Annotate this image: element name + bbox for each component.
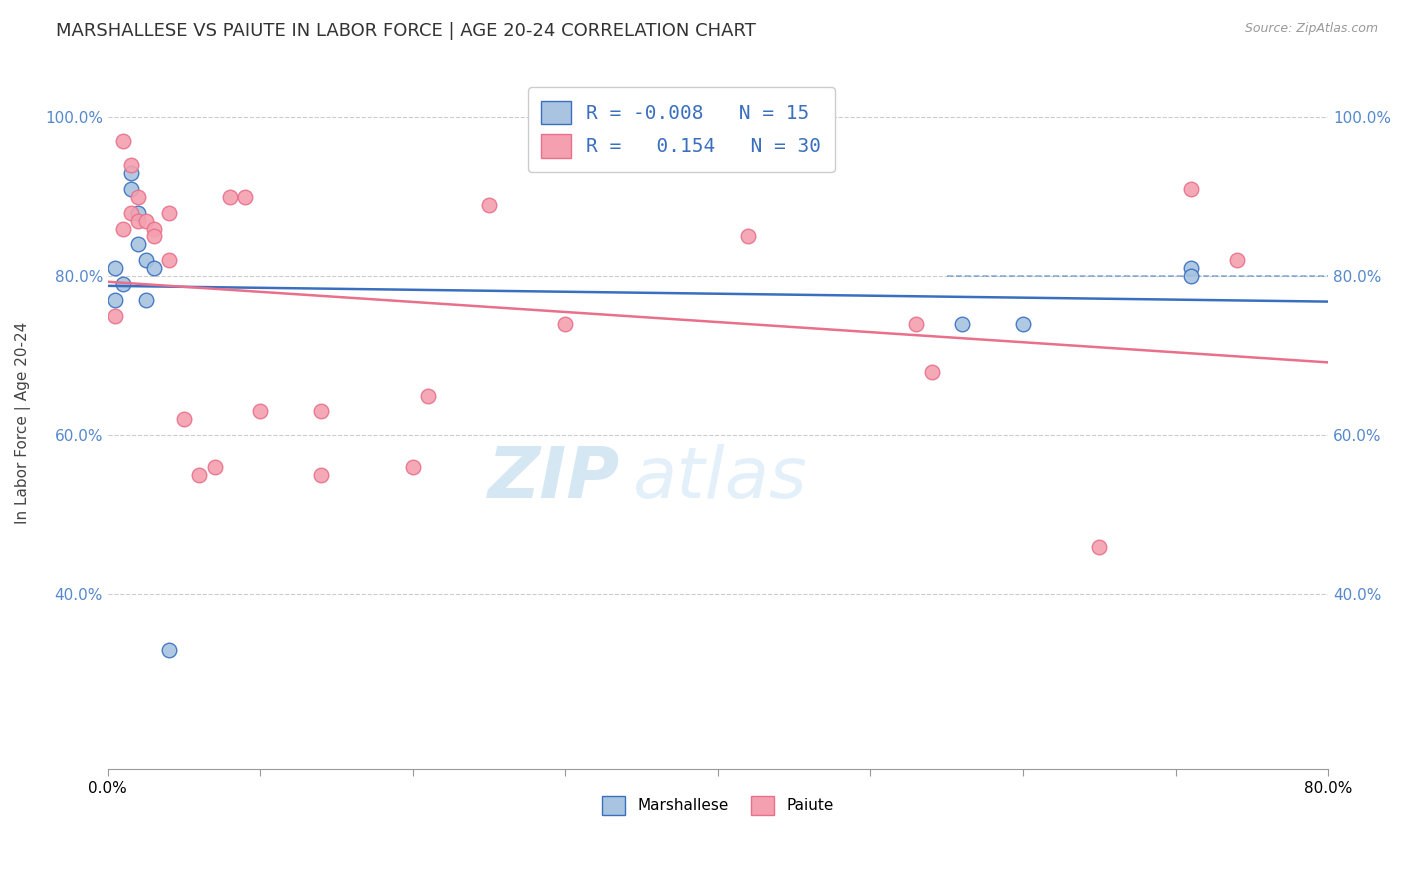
Point (218, 190, 240, 204)
Point (173, 412, 195, 426)
Point (204, 460, 226, 475)
Y-axis label: In Labor Force | Age 20-24: In Labor Force | Age 20-24 (15, 322, 31, 524)
Point (111, 221, 134, 235)
Point (311, 404, 333, 418)
Point (233, 190, 256, 204)
Point (142, 229, 165, 244)
Point (120, 205, 142, 219)
Point (1180, 182, 1202, 196)
Text: MARSHALLESE VS PAIUTE IN LABOR FORCE | AGE 20-24 CORRELATION CHART: MARSHALLESE VS PAIUTE IN LABOR FORCE | A… (56, 22, 756, 40)
Point (249, 404, 271, 418)
Point (402, 460, 425, 475)
Point (157, 205, 180, 219)
Point (737, 229, 759, 244)
Text: Source: ZipAtlas.com: Source: ZipAtlas.com (1244, 22, 1378, 36)
Point (127, 205, 149, 219)
Point (135, 253, 157, 268)
Point (1226, 253, 1249, 268)
Point (135, 213, 157, 227)
Point (921, 365, 943, 379)
Point (104, 309, 127, 323)
Point (416, 388, 439, 402)
Point (188, 468, 211, 483)
Point (104, 261, 127, 276)
Point (142, 221, 165, 235)
Legend: Marshallese, Paiute: Marshallese, Paiute (593, 787, 844, 824)
Point (478, 197, 501, 211)
Point (950, 317, 973, 331)
Point (111, 134, 134, 148)
Point (127, 190, 149, 204)
Point (1180, 261, 1202, 276)
Point (135, 293, 157, 307)
Point (127, 237, 149, 252)
Point (120, 182, 142, 196)
Point (311, 468, 333, 483)
Text: ZIP: ZIP (488, 444, 620, 513)
Point (157, 643, 180, 657)
Point (120, 158, 142, 172)
Point (554, 317, 576, 331)
Point (157, 253, 180, 268)
Point (1012, 317, 1035, 331)
Point (142, 261, 165, 276)
Point (1088, 540, 1111, 554)
Point (104, 293, 127, 307)
Point (111, 277, 134, 292)
Text: atlas: atlas (633, 444, 807, 513)
Point (1180, 269, 1202, 284)
Point (120, 166, 142, 180)
Point (905, 317, 928, 331)
Point (127, 213, 149, 227)
